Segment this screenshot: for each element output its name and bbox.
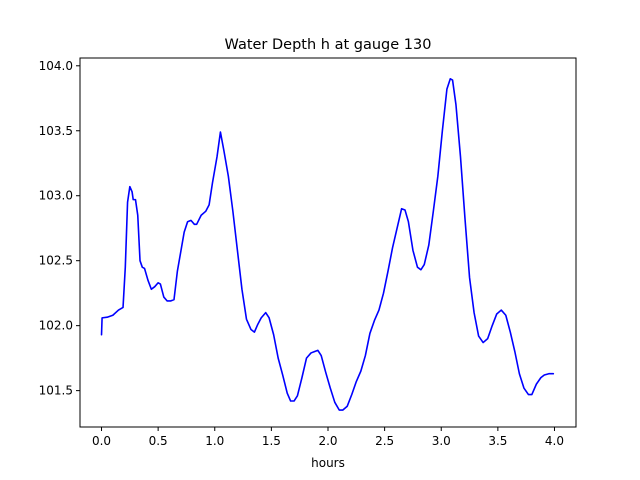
y-axis: 101.5 102.0 102.5 103.0 103.5 104.0 [39,59,80,398]
chart-title: Water Depth h at gauge 130 [225,37,432,53]
x-tick-label: 0.5 [149,434,168,448]
x-tick-label: 2.5 [375,434,394,448]
series-layer [100,77,555,411]
x-tick-label: 2.0 [318,434,337,448]
x-tick-label: 0.0 [92,434,111,448]
series-line-0 [100,77,555,411]
y-tick-label: 102.5 [39,254,73,268]
y-tick-label: 103.0 [39,189,73,203]
x-tick-label: 4.0 [545,434,564,448]
y-tick-label: 102.0 [39,319,73,333]
x-tick-label: 3.5 [488,434,507,448]
y-tick-label: 103.5 [39,124,73,138]
x-tick-label: 1.0 [205,434,224,448]
x-tick-label: 1.5 [262,434,281,448]
x-tick-label: 3.0 [432,434,451,448]
x-axis: 0.0 0.5 1.0 1.5 2.0 2.5 3.0 3.5 4.0 [92,427,564,448]
y-tick-label: 101.5 [39,384,73,398]
x-axis-label: hours [311,456,345,470]
y-tick-label: 104.0 [39,59,73,73]
